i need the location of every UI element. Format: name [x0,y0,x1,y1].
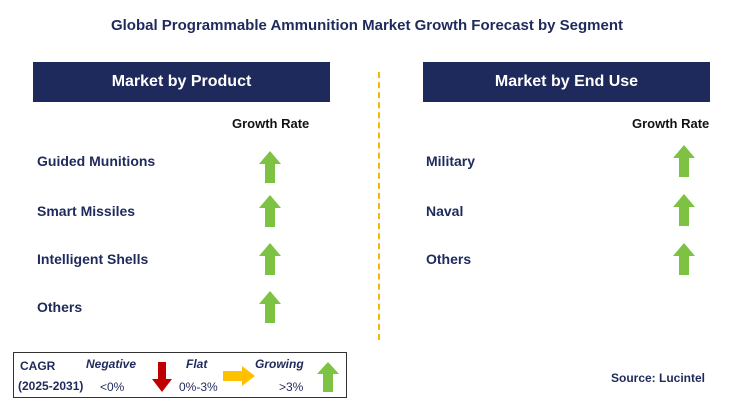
end-use-row-label-others: Others [426,251,472,267]
end-use-panel-header: Market by End Use [423,62,710,102]
arrow-right-icon [223,366,255,386]
end-use-row-label-naval: Naval [426,203,464,219]
legend-negative-label: Negative [86,357,137,371]
product-row-label-others: Others [37,299,83,315]
arrow-up-icon [317,362,339,392]
arrow-up-icon [259,151,281,183]
arrow-up-icon [259,243,281,275]
product-row-label-smart-missiles: Smart Missiles [37,203,136,219]
arrow-down-icon [152,362,172,392]
product-row-label-intelligent-shells: Intelligent Shells [37,251,149,267]
product-panel-header: Market by Product [33,62,330,102]
legend-negative-range: <0% [100,380,125,394]
legend-cagr-label: CAGR [20,359,56,373]
product-row-label-guided-munitions: Guided Munitions [37,153,156,169]
legend-period: (2025-2031) [18,379,84,393]
arrow-up-icon [673,145,695,177]
legend-growing-label: Growing [255,357,304,371]
end-use-row-label-military: Military [426,153,476,169]
arrow-up-icon [673,243,695,275]
legend-growing-range: >3% [279,380,304,394]
legend-flat-range: 0%-3% [179,380,218,394]
arrow-up-icon [259,291,281,323]
legend-flat-label: Flat [186,357,208,371]
source-note: Source: Lucintel [611,371,706,385]
product-growth-rate-label: Growth Rate [232,116,310,131]
panel-divider [378,72,380,340]
arrow-up-icon [673,194,695,226]
chart-title: Global Programmable Ammunition Market Gr… [110,17,624,34]
arrow-up-icon [259,195,281,227]
end-use-growth-rate-label: Growth Rate [632,116,710,131]
cagr-legend: CAGR (2025-2031) Negative <0% Flat 0%-3%… [13,352,347,398]
